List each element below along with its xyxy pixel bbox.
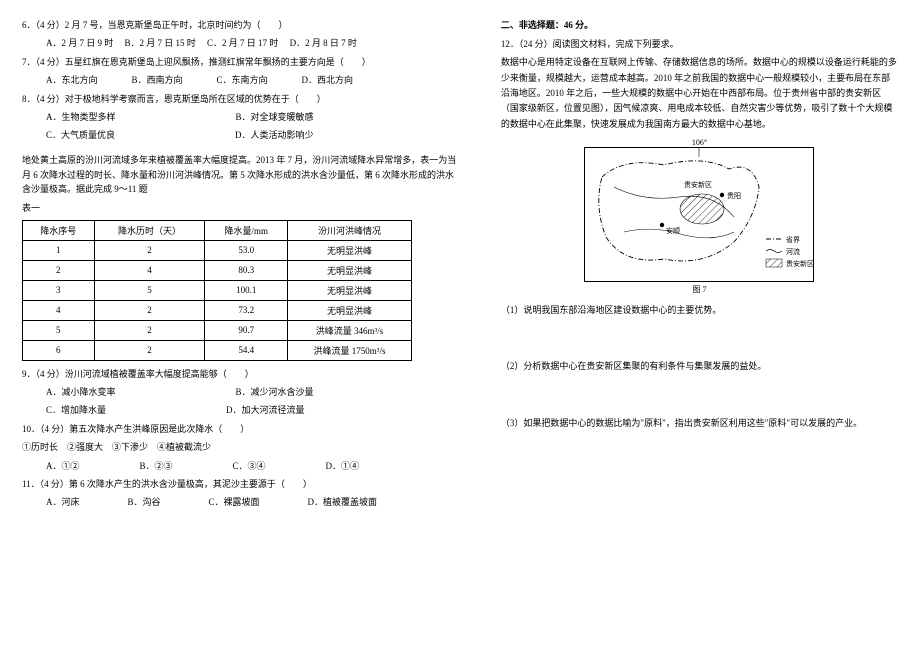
legend-border: 省界	[786, 235, 800, 244]
map-caption: 图 7	[501, 284, 898, 295]
passage-text: 地处黄土高原的汾川河流域多年来植被覆盖率大幅度提高。2013 年 7 月，汾川河…	[22, 153, 461, 198]
section-2-title: 二、非选择题：46 分。	[501, 18, 898, 31]
q8-stem: 8．（4 分）对于极地科学考察而言，恩克斯堡岛所在区域的优势在于（ ）	[22, 92, 461, 106]
q8-options-row2: C．大气质量优良 D．人类活动影响少	[22, 128, 461, 142]
q10-opt-b: B．②③	[140, 459, 173, 473]
q6-opt-b: B．2 月 7 日 15 时	[125, 38, 196, 48]
q11-opt-a: A．河床	[46, 495, 80, 509]
q10-lines: ①历时长 ②强度大 ③下渗少 ④植被截流少	[22, 440, 461, 454]
q12-sub3: （3）如果把数据中心的数据比喻为"原料"，指出贵安新区利用这些"原料"可以发展的…	[501, 416, 898, 430]
q11-stem: 11．（4 分）第 6 次降水产生的洪水含沙量极高，其泥沙主要源于（ ）	[22, 477, 461, 491]
q6-opt-a: A．2 月 7 日 9 时	[46, 38, 113, 48]
q11-opt-b: B．沟谷	[128, 495, 161, 509]
map-svg: 贵阳 安顺 贵安新区 省界 河流 贵安新区	[584, 147, 814, 282]
table-row: 1253.0无明显洪峰	[23, 240, 412, 260]
th-1: 降水历时（天）	[94, 220, 205, 240]
left-column: 6．（4 分）2 月 7 号，当恩克斯堡岛正午时，北京时间约为（ ） A．2 月…	[22, 18, 461, 632]
q9-options-row1: A．减小降水变率 B．减少河水含沙量	[22, 385, 461, 399]
table-row: 4273.2无明显洪峰	[23, 300, 412, 320]
legend-river: 河流	[786, 247, 800, 256]
q9-opt-c: C．增加降水量	[46, 403, 106, 417]
q6-options: A．2 月 7 日 9 时 B．2 月 7 日 15 时 C．2 月 7 日 1…	[22, 36, 461, 50]
q10-opt-a: A．①②	[46, 459, 80, 473]
q7-stem: 7．（4 分）五星红旗在恩克斯堡岛上迎风飘扬，推测红旗常年飘扬的主要方向是（ ）	[22, 55, 461, 69]
q8-opt-b: B．对全球变暖敏感	[236, 110, 314, 124]
q9-opt-a: A．减小降水变率	[46, 385, 116, 399]
q11-opt-d: D．植被覆盖坡面	[308, 495, 378, 509]
rain-table: 降水序号 降水历时（天） 降水量/mm 汾川河洪峰情况 1253.0无明显洪峰 …	[22, 220, 412, 361]
q7-opt-a: A．东北方向	[46, 73, 98, 87]
map-label-guian: 贵安新区	[684, 180, 712, 189]
q11-options: A．河床 B．沟谷 C．裸露坡面 D．植被覆盖坡面	[22, 495, 461, 509]
map-label-guiyang: 贵阳	[727, 191, 741, 200]
q12-para: 数据中心是用特定设备在互联网上传输、存储数据信息的场所。数据中心的规模以设备运行…	[501, 55, 898, 131]
th-3: 汾川河洪峰情况	[287, 220, 411, 240]
q11-opt-c: C．裸露坡面	[209, 495, 260, 509]
q7-opt-b: B．西南方向	[132, 73, 183, 87]
map-figure: 106° 贵阳 安顺 贵安新区	[501, 138, 898, 295]
q12-sub1: （1）说明我国东部沿海地区建设数据中心的主要优势。	[501, 303, 898, 317]
q7-opt-c: C．东南方向	[217, 73, 268, 87]
q6-stem: 6．（4 分）2 月 7 号，当恩克斯堡岛正午时，北京时间约为（ ）	[22, 18, 461, 32]
table-header-row: 降水序号 降水历时（天） 降水量/mm 汾川河洪峰情况	[23, 220, 412, 240]
q9-opt-b: B．减少河水含沙量	[236, 385, 314, 399]
q8-opt-c: C．大气质量优良	[46, 128, 115, 142]
q7-options: A．东北方向 B．西南方向 C．东南方向 D．西北方向	[22, 73, 461, 87]
table-row: 6254.4洪峰流量 1750m³/s	[23, 340, 412, 360]
q6-opt-c: C．2 月 7 日 17 时	[207, 38, 278, 48]
q6-opt-d: D．2 月 8 日 7 时	[290, 38, 357, 48]
q8-opt-d: D．人类活动影响少	[235, 128, 314, 142]
th-2: 降水量/mm	[205, 220, 287, 240]
right-column: 二、非选择题：46 分。 12．（24 分）阅读图文材料，完成下列要求。 数据中…	[501, 18, 898, 632]
map-label-anshun: 安顺	[666, 226, 680, 235]
q10-stem: 10．（4 分）第五次降水产生洪峰原因是此次降水（ ）	[22, 422, 461, 436]
map-lon-label: 106°	[584, 138, 814, 147]
table-row: 5290.7洪峰流量 346m³/s	[23, 320, 412, 340]
table-label: 表一	[22, 201, 461, 215]
q10-opt-d: D．①④	[326, 459, 360, 473]
q12-sub2: （2）分析数据中心在贵安新区集聚的有利条件与集聚发展的益处。	[501, 359, 898, 373]
q9-opt-d: D．加大河流径流量	[226, 403, 305, 417]
table-body: 1253.0无明显洪峰 2480.3无明显洪峰 35100.1无明显洪峰 427…	[23, 240, 412, 360]
q7-opt-d: D．西北方向	[302, 73, 354, 87]
q10-options: A．①② B．②③ C．③④ D．①④	[22, 459, 461, 473]
q12-stem: 12．（24 分）阅读图文材料，完成下列要求。	[501, 37, 898, 51]
table-row: 35100.1无明显洪峰	[23, 280, 412, 300]
q8-opt-a: A．生物类型多样	[46, 110, 116, 124]
legend-area: 贵安新区	[786, 259, 814, 268]
q9-options-row2: C．增加降水量 D．加大河流径流量	[22, 403, 461, 417]
q10-opt-c: C．③④	[233, 459, 266, 473]
table-row: 2480.3无明显洪峰	[23, 260, 412, 280]
th-0: 降水序号	[23, 220, 95, 240]
q9-stem: 9．（4 分）汾川河流域植被覆盖率大幅度提高能够（ ）	[22, 367, 461, 381]
q8-options-row1: A．生物类型多样 B．对全球变暖敏感	[22, 110, 461, 124]
